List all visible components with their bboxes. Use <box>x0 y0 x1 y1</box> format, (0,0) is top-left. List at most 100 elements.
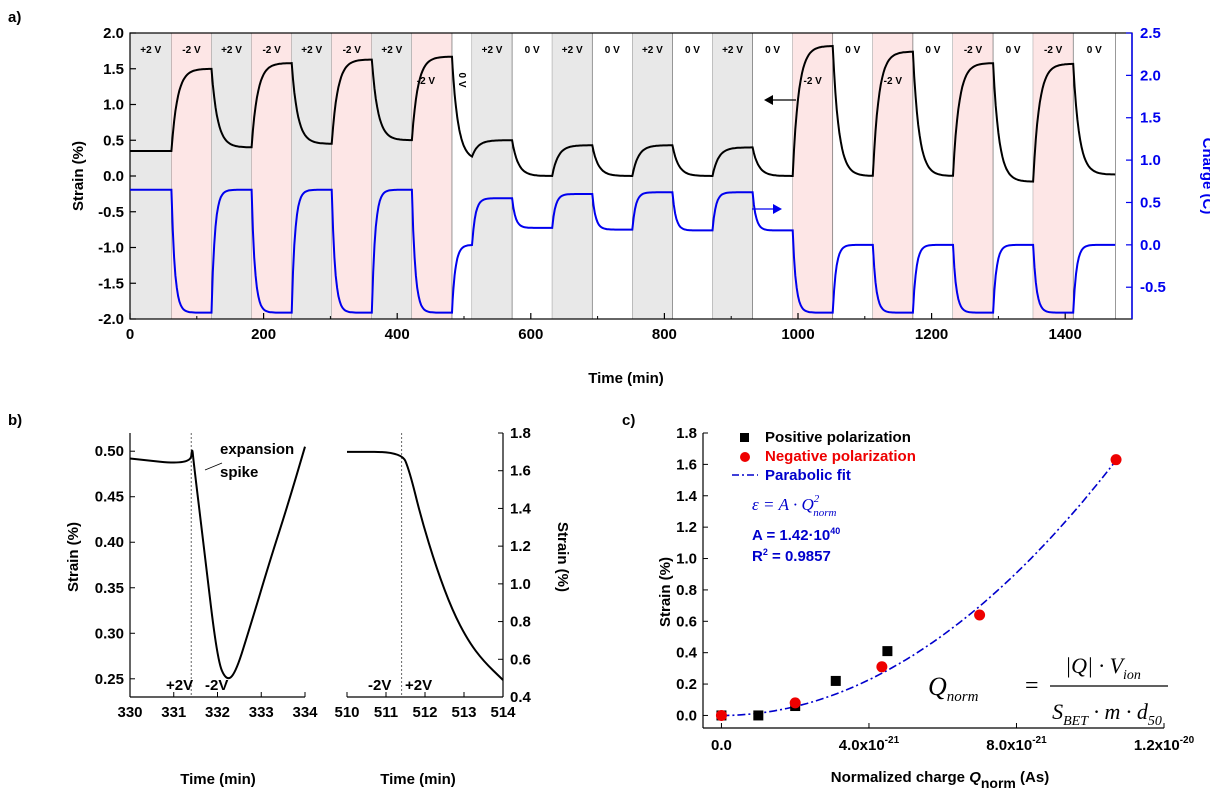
panel-a-letter: a) <box>8 9 21 26</box>
segment-label: +2 V <box>482 45 503 56</box>
y-tick-label: 0.6 <box>510 651 531 668</box>
y-tick-label: 0.4 <box>676 645 698 662</box>
panel-c-chart: 0.0 4.0x10-21 8.0x10-21 1.2x10-20 0.0 0.2 0.4 0… <box>657 425 1195 791</box>
segment-shade <box>171 33 212 319</box>
y-right-tick-label: 0.5 <box>1140 194 1161 211</box>
y-left-tick-label: 1.5 <box>103 61 124 78</box>
eq-epsilon-sub: norm <box>813 507 836 519</box>
y-tick-label: 0.8 <box>510 614 531 631</box>
segment-label: -2 V <box>1044 45 1063 56</box>
segment-shade <box>472 33 513 319</box>
x-tick-label: 511 <box>374 704 398 721</box>
segment-label: +2 V <box>562 45 583 56</box>
panel-a-y-label-left: Strain (%) <box>70 141 87 211</box>
panel-c-letter: c) <box>622 412 635 429</box>
x-tick-label: 332 <box>205 704 230 721</box>
segment-label: 0 V <box>685 45 700 56</box>
segment-shade <box>251 33 292 319</box>
negative-point <box>789 697 801 709</box>
y-tick-label: 0.50 <box>95 443 124 460</box>
panel-a-strain-arrow <box>764 95 796 105</box>
segment-shade <box>371 33 412 319</box>
y-tick-label: 0.2 <box>676 676 697 693</box>
y-left-tick-label: -1.0 <box>98 240 124 257</box>
segment-label: -2 V <box>884 76 903 87</box>
panel-a-charge-arrow <box>752 204 782 214</box>
legend-positive-label: Positive polarization <box>765 429 911 446</box>
x-tick-label: 4.0x10-21 <box>839 735 900 754</box>
y-tick-label: 0.8 <box>676 582 697 599</box>
y-left-tick-label: 0.5 <box>103 132 124 149</box>
panel-b-annotation-line1: expansion <box>220 441 294 458</box>
y-left-tick-label: -1.5 <box>98 275 124 292</box>
x-tick-label: 334 <box>292 704 318 721</box>
segment-shade <box>712 33 753 319</box>
y-tick-label: 1.4 <box>510 500 532 517</box>
x-tick-label: 8.0x10-21 <box>986 735 1047 754</box>
x-tick-label: 600 <box>518 326 543 343</box>
segment-shade <box>952 33 994 319</box>
legend-circle-marker <box>740 452 750 462</box>
y-right-tick-label: -0.5 <box>1140 279 1166 296</box>
y-tick-label: 1.6 <box>510 463 531 480</box>
panel-c-y-label: Strain (%) <box>657 557 674 627</box>
positive-point <box>830 675 841 686</box>
segment-shade <box>211 33 252 319</box>
panel-a-charge-line <box>130 188 1116 314</box>
x-tick-label: 513 <box>451 704 476 721</box>
panel-c-fit-a: A = 1.42·1040 <box>752 526 840 544</box>
y-tick-label: 0.45 <box>95 489 124 506</box>
y-tick-label: 0.35 <box>95 580 124 597</box>
segment-shade <box>792 33 833 319</box>
y-tick-label: 1.2 <box>510 538 531 555</box>
segment-label: 0 V <box>845 45 860 56</box>
segment-shade <box>872 33 913 319</box>
segment-label: 0 V <box>925 45 940 56</box>
y-tick-label: 1.6 <box>676 456 697 473</box>
y-tick-label: 0.30 <box>95 625 124 642</box>
segment-shade <box>130 33 172 319</box>
segment-label: +2 V <box>301 45 322 56</box>
panel-c-legend: Positive polarization Negative polarizat… <box>732 429 916 484</box>
panel-b-right-strain-line <box>346 450 504 681</box>
x-tick-label: 0 <box>126 326 134 343</box>
y-tick-label: 0.25 <box>95 671 124 688</box>
y-tick-label: 0.40 <box>95 534 124 551</box>
eq-lhs-q: Q <box>928 672 947 701</box>
segment-label: -2 V <box>182 45 201 56</box>
panel-c-axes: 0.0 4.0x10-21 8.0x10-21 1.2x10-20 0.0 0.2 0.4 0… <box>676 425 1194 754</box>
positive-point <box>882 646 893 657</box>
panel-c-x-label: Normalized charge Qnorm (As) <box>831 769 1049 791</box>
segment-label: 0 V <box>765 45 780 56</box>
y-left-tick-label: -2.0 <box>98 311 124 328</box>
eq-equals: = <box>1025 673 1039 699</box>
segment-label: -2 V <box>262 45 281 56</box>
positive-point <box>753 710 764 721</box>
panel-b-letter: b) <box>8 412 22 429</box>
negative-point <box>974 609 986 621</box>
y-tick-label: 1.0 <box>676 551 697 568</box>
x-tick-label: 331 <box>161 704 186 721</box>
y-left-tick-label: 1.0 <box>103 97 124 114</box>
y-tick-label: 0.6 <box>676 613 697 630</box>
eq-numerator: |Q| · Vion <box>1065 653 1141 683</box>
x-tick-label: 510 <box>334 704 359 721</box>
panel-c-qnorm-equation: Qnorm = |Q| · Vion SBET · m · d50 <box>928 653 1168 729</box>
panel-a-voltage-segments <box>130 33 1116 319</box>
x-tick-label: 400 <box>385 326 410 343</box>
segment-shade <box>552 33 593 319</box>
segment-label: +2 V <box>642 45 663 56</box>
fit-a-exp: 40 <box>830 526 840 536</box>
eq-lhs-sub: norm <box>947 689 979 705</box>
segment-shade <box>331 33 372 319</box>
panel-a-strain-line <box>130 44 1116 183</box>
segment-label: 0 V <box>1087 45 1102 56</box>
legend-negative-label: Negative polarization <box>765 448 916 465</box>
x-label-prefix: Normalized charge <box>831 769 969 786</box>
y-left-tick-label: -0.5 <box>98 204 124 221</box>
y-tick-label: 1.8 <box>676 425 697 442</box>
eq-denominator-sub2: 50 <box>1148 714 1162 729</box>
panel-c-parabolic-fit-line <box>721 459 1117 717</box>
panel-b-annotation-line2: spike <box>220 464 258 481</box>
